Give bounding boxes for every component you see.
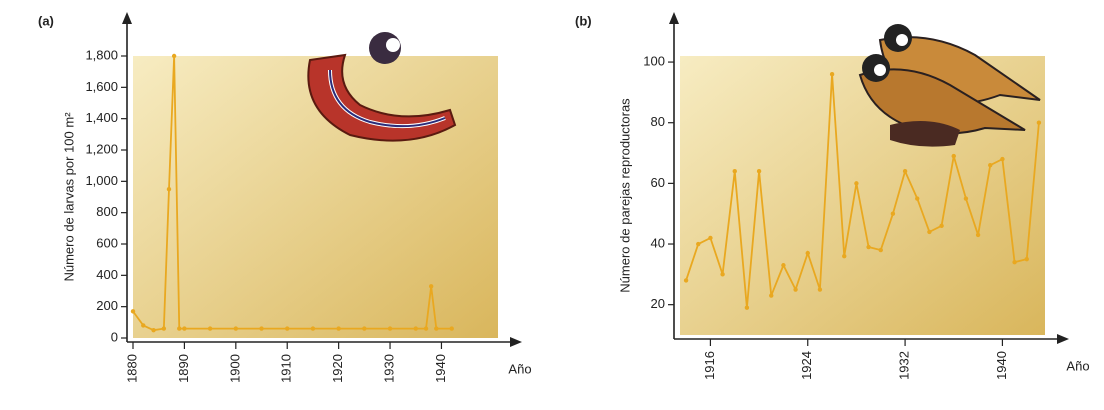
- data-point: [939, 223, 944, 229]
- data-line: [685, 74, 1040, 308]
- data-point: [151, 327, 156, 333]
- data-point: [434, 326, 439, 331]
- data-point: [259, 326, 264, 331]
- data-point: [1036, 120, 1042, 125]
- y-tick-label: 600: [96, 235, 118, 250]
- data-point: [988, 162, 993, 168]
- x-tick-label: 1916: [702, 351, 717, 380]
- panel-label: (b): [575, 13, 592, 28]
- x-axis-arrow: [510, 337, 522, 347]
- data-point: [769, 293, 774, 298]
- x-tick-label: 1900: [227, 354, 242, 383]
- data-point: [866, 244, 871, 250]
- data-point: [413, 326, 418, 331]
- data-point: [696, 241, 701, 247]
- y-tick-label: 200: [96, 298, 118, 313]
- x-axis-arrow: [1057, 334, 1069, 344]
- data-point: [387, 326, 393, 331]
- y-tick-label: 80: [651, 114, 665, 129]
- data-point: [878, 247, 883, 253]
- panel-label: (a): [38, 13, 54, 28]
- x-axis-label: Año: [508, 361, 531, 376]
- y-tick-label: 1,800: [85, 47, 118, 62]
- data-point: [842, 253, 847, 259]
- x-tick-label: 1920: [330, 354, 345, 383]
- data-point: [285, 326, 290, 331]
- data-point: [927, 229, 932, 235]
- data-point: [310, 326, 316, 331]
- data-point: [141, 323, 146, 328]
- data-point: [805, 250, 810, 256]
- data-point: [781, 263, 786, 268]
- data-point: [423, 326, 429, 331]
- y-tick-label: 0: [111, 329, 118, 344]
- x-tick-label: 1930: [381, 354, 396, 383]
- data-point: [720, 272, 725, 277]
- y-axis-label: Número de parejas reproductoras: [617, 98, 632, 293]
- data-point: [902, 169, 908, 174]
- x-tick-label: 1890: [176, 354, 191, 383]
- data-point: [449, 326, 454, 331]
- x-tick-label: 1932: [897, 351, 912, 380]
- data-point: [708, 235, 713, 241]
- caterpillar-illustration: [307, 32, 457, 142]
- data-point: [161, 326, 167, 331]
- y-tick-label: 20: [651, 296, 665, 311]
- y-tick-label: 1,200: [85, 141, 118, 156]
- data-point: [362, 326, 367, 331]
- y-tick-label: 400: [96, 267, 118, 282]
- data-point: [793, 287, 798, 292]
- data-point: [963, 196, 969, 201]
- y-axis-arrow: [669, 12, 679, 24]
- y-tick-label: 1,400: [85, 110, 118, 125]
- x-tick-label: 1940: [994, 351, 1009, 380]
- y-tick-label: 100: [643, 54, 665, 69]
- data-point: [744, 305, 750, 310]
- data-point: [829, 71, 835, 77]
- y-axis-label: Número de larvas por 100 m²: [61, 112, 76, 282]
- data-point: [233, 326, 239, 331]
- data-point: [336, 326, 341, 331]
- data-point: [817, 287, 823, 292]
- data-point: [130, 309, 136, 314]
- y-tick-label: 800: [96, 204, 118, 219]
- data-point: [1012, 260, 1017, 265]
- data-point: [1000, 156, 1005, 162]
- data-point: [177, 326, 182, 331]
- data-point: [207, 326, 213, 331]
- chart-panel: (b) Número de parejas reproductoras Año 20 4…: [575, 12, 1090, 380]
- y-tick-label: 1,600: [85, 79, 118, 94]
- chart-panel: (a) Número de larvas por 100 m² Año 0 200 400…: [38, 12, 532, 383]
- y-tick-label: 1,000: [85, 173, 118, 188]
- x-tick-label: 1910: [279, 354, 294, 383]
- data-point: [854, 181, 859, 186]
- y-tick-label: 60: [651, 175, 665, 190]
- data-point: [182, 326, 187, 331]
- data-point: [732, 169, 737, 174]
- data-point: [171, 53, 177, 59]
- data-point: [428, 284, 434, 289]
- data-point: [915, 196, 920, 201]
- data-point: [756, 169, 762, 174]
- data-point: [166, 186, 172, 192]
- data-point: [683, 278, 689, 283]
- data-point: [890, 211, 896, 216]
- data-point: [975, 232, 981, 238]
- birds-illustration: [858, 24, 1041, 147]
- y-axis-arrow: [122, 12, 132, 24]
- data-point: [1024, 256, 1029, 262]
- x-axis-label: Año: [1066, 358, 1089, 373]
- y-tick-label: 40: [651, 235, 665, 250]
- data-point: [951, 153, 956, 159]
- x-tick-label: 1940: [433, 354, 448, 383]
- x-tick-label: 1924: [799, 351, 814, 380]
- x-tick-label: 1880: [124, 354, 139, 383]
